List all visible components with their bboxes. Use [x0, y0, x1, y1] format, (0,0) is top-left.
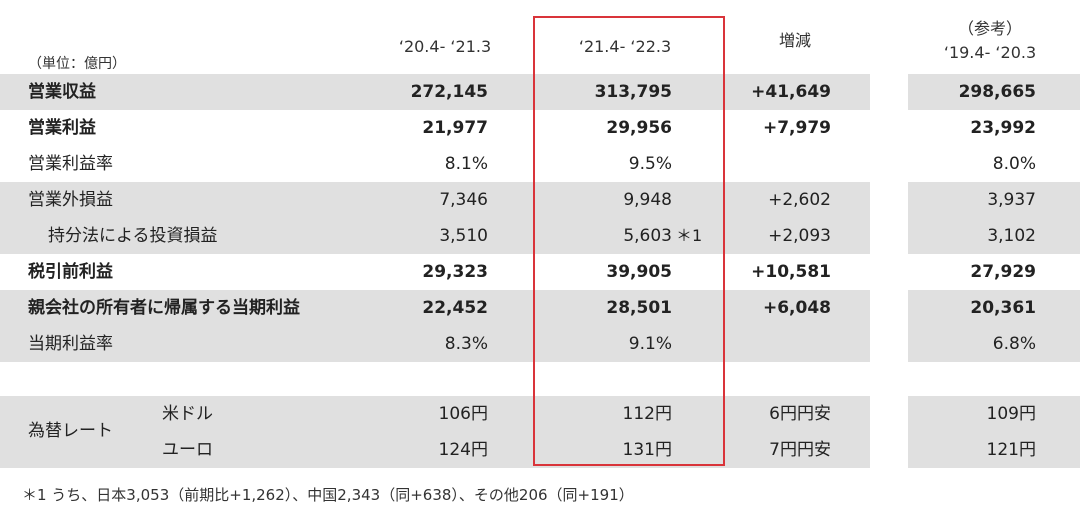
row-label: 営業外損益 — [28, 190, 113, 210]
value-cell: 8.3% — [444, 334, 488, 354]
value-cell: 7円円安 — [769, 440, 831, 460]
value-cell: 21,977 — [422, 118, 488, 138]
value-cell: 23,992 — [970, 118, 1036, 138]
value-cell: 3,102 — [987, 226, 1036, 246]
value-cell: 29,323 — [422, 262, 488, 282]
unit-label: （単位：億円） — [28, 56, 126, 72]
header-col4: ‘19.4- ‘20.3 — [943, 43, 1037, 62]
value-cell: 7,346 — [439, 190, 488, 210]
value-cell: 20,361 — [970, 298, 1036, 318]
value-cell: 9,948 — [623, 190, 672, 210]
value-cell: 22,452 — [422, 298, 488, 318]
header-col2: ‘21.4- ‘22.3 — [578, 37, 672, 56]
value-cell: 131円 — [622, 440, 672, 460]
value-cell: 124円 — [438, 440, 488, 460]
row-shade — [908, 74, 1080, 110]
fx-currency-usd: 米ドル — [162, 404, 213, 424]
value-cell: +2,093 — [768, 226, 831, 246]
header-col4-note: （参考） — [957, 19, 1022, 38]
value-cell: 112円 — [622, 404, 672, 424]
footnote-marker: ＊1 — [676, 226, 703, 245]
row-label: 税引前利益 — [28, 262, 113, 282]
fx-currency-eur: ユーロ — [162, 440, 213, 460]
row-shade — [0, 74, 870, 110]
row-label: 営業利益率 — [28, 154, 113, 174]
row-shade — [908, 182, 1080, 254]
row-shade — [0, 290, 870, 362]
row-label: 営業利益 — [28, 118, 96, 138]
value-cell: 27,929 — [970, 262, 1036, 282]
current-period-highlight — [533, 16, 725, 466]
header-col3: 増減 — [778, 31, 811, 50]
row-label: 親会社の所有者に帰属する当期利益 — [28, 298, 300, 318]
value-cell: 9.5% — [628, 154, 672, 174]
row-shade — [908, 290, 1080, 362]
value-cell: 106円 — [438, 404, 488, 424]
row-shade — [908, 396, 1080, 468]
value-cell: +2,602 — [768, 190, 831, 210]
value-cell: +7,979 — [762, 118, 831, 138]
value-cell: 313,795 — [594, 82, 672, 102]
value-cell: 8.0% — [992, 154, 1036, 174]
row-shade — [0, 182, 870, 254]
value-cell — [735, 326, 831, 362]
value-cell: 109円 — [986, 404, 1036, 424]
value-cell: 29,956 — [606, 118, 672, 138]
row-label: 当期利益率 — [28, 334, 113, 354]
value-cell: 39,905 — [606, 262, 672, 282]
value-cell: 3,937 — [987, 190, 1036, 210]
fx-rate-label: 為替レート — [28, 421, 113, 441]
value-cell: 3,510 — [439, 226, 488, 246]
value-cell: 5,603 — [623, 226, 672, 246]
value-cell: +10,581 — [751, 262, 831, 282]
value-cell: 9.1% — [628, 334, 672, 354]
header-col1: ‘20.4- ‘21.3 — [398, 37, 492, 56]
value-cell — [735, 146, 831, 182]
value-cell: +6,048 — [762, 298, 831, 318]
value-cell: 298,665 — [958, 82, 1036, 102]
value-cell: 6.8% — [992, 334, 1036, 354]
value-cell: +41,649 — [751, 82, 831, 102]
value-cell: 6円円安 — [769, 404, 831, 424]
value-cell: 8.1% — [444, 154, 488, 174]
value-cell: 121円 — [986, 440, 1036, 460]
row-label: 持分法による投資損益 — [48, 226, 218, 246]
footnote: ＊1 うち、日本3,053（前期比+1,262）、中国2,343（同+638）、… — [22, 486, 634, 504]
row-shade — [0, 396, 870, 468]
value-cell: 28,501 — [606, 298, 672, 318]
row-label: 営業収益 — [28, 82, 96, 102]
value-cell: 272,145 — [410, 82, 488, 102]
